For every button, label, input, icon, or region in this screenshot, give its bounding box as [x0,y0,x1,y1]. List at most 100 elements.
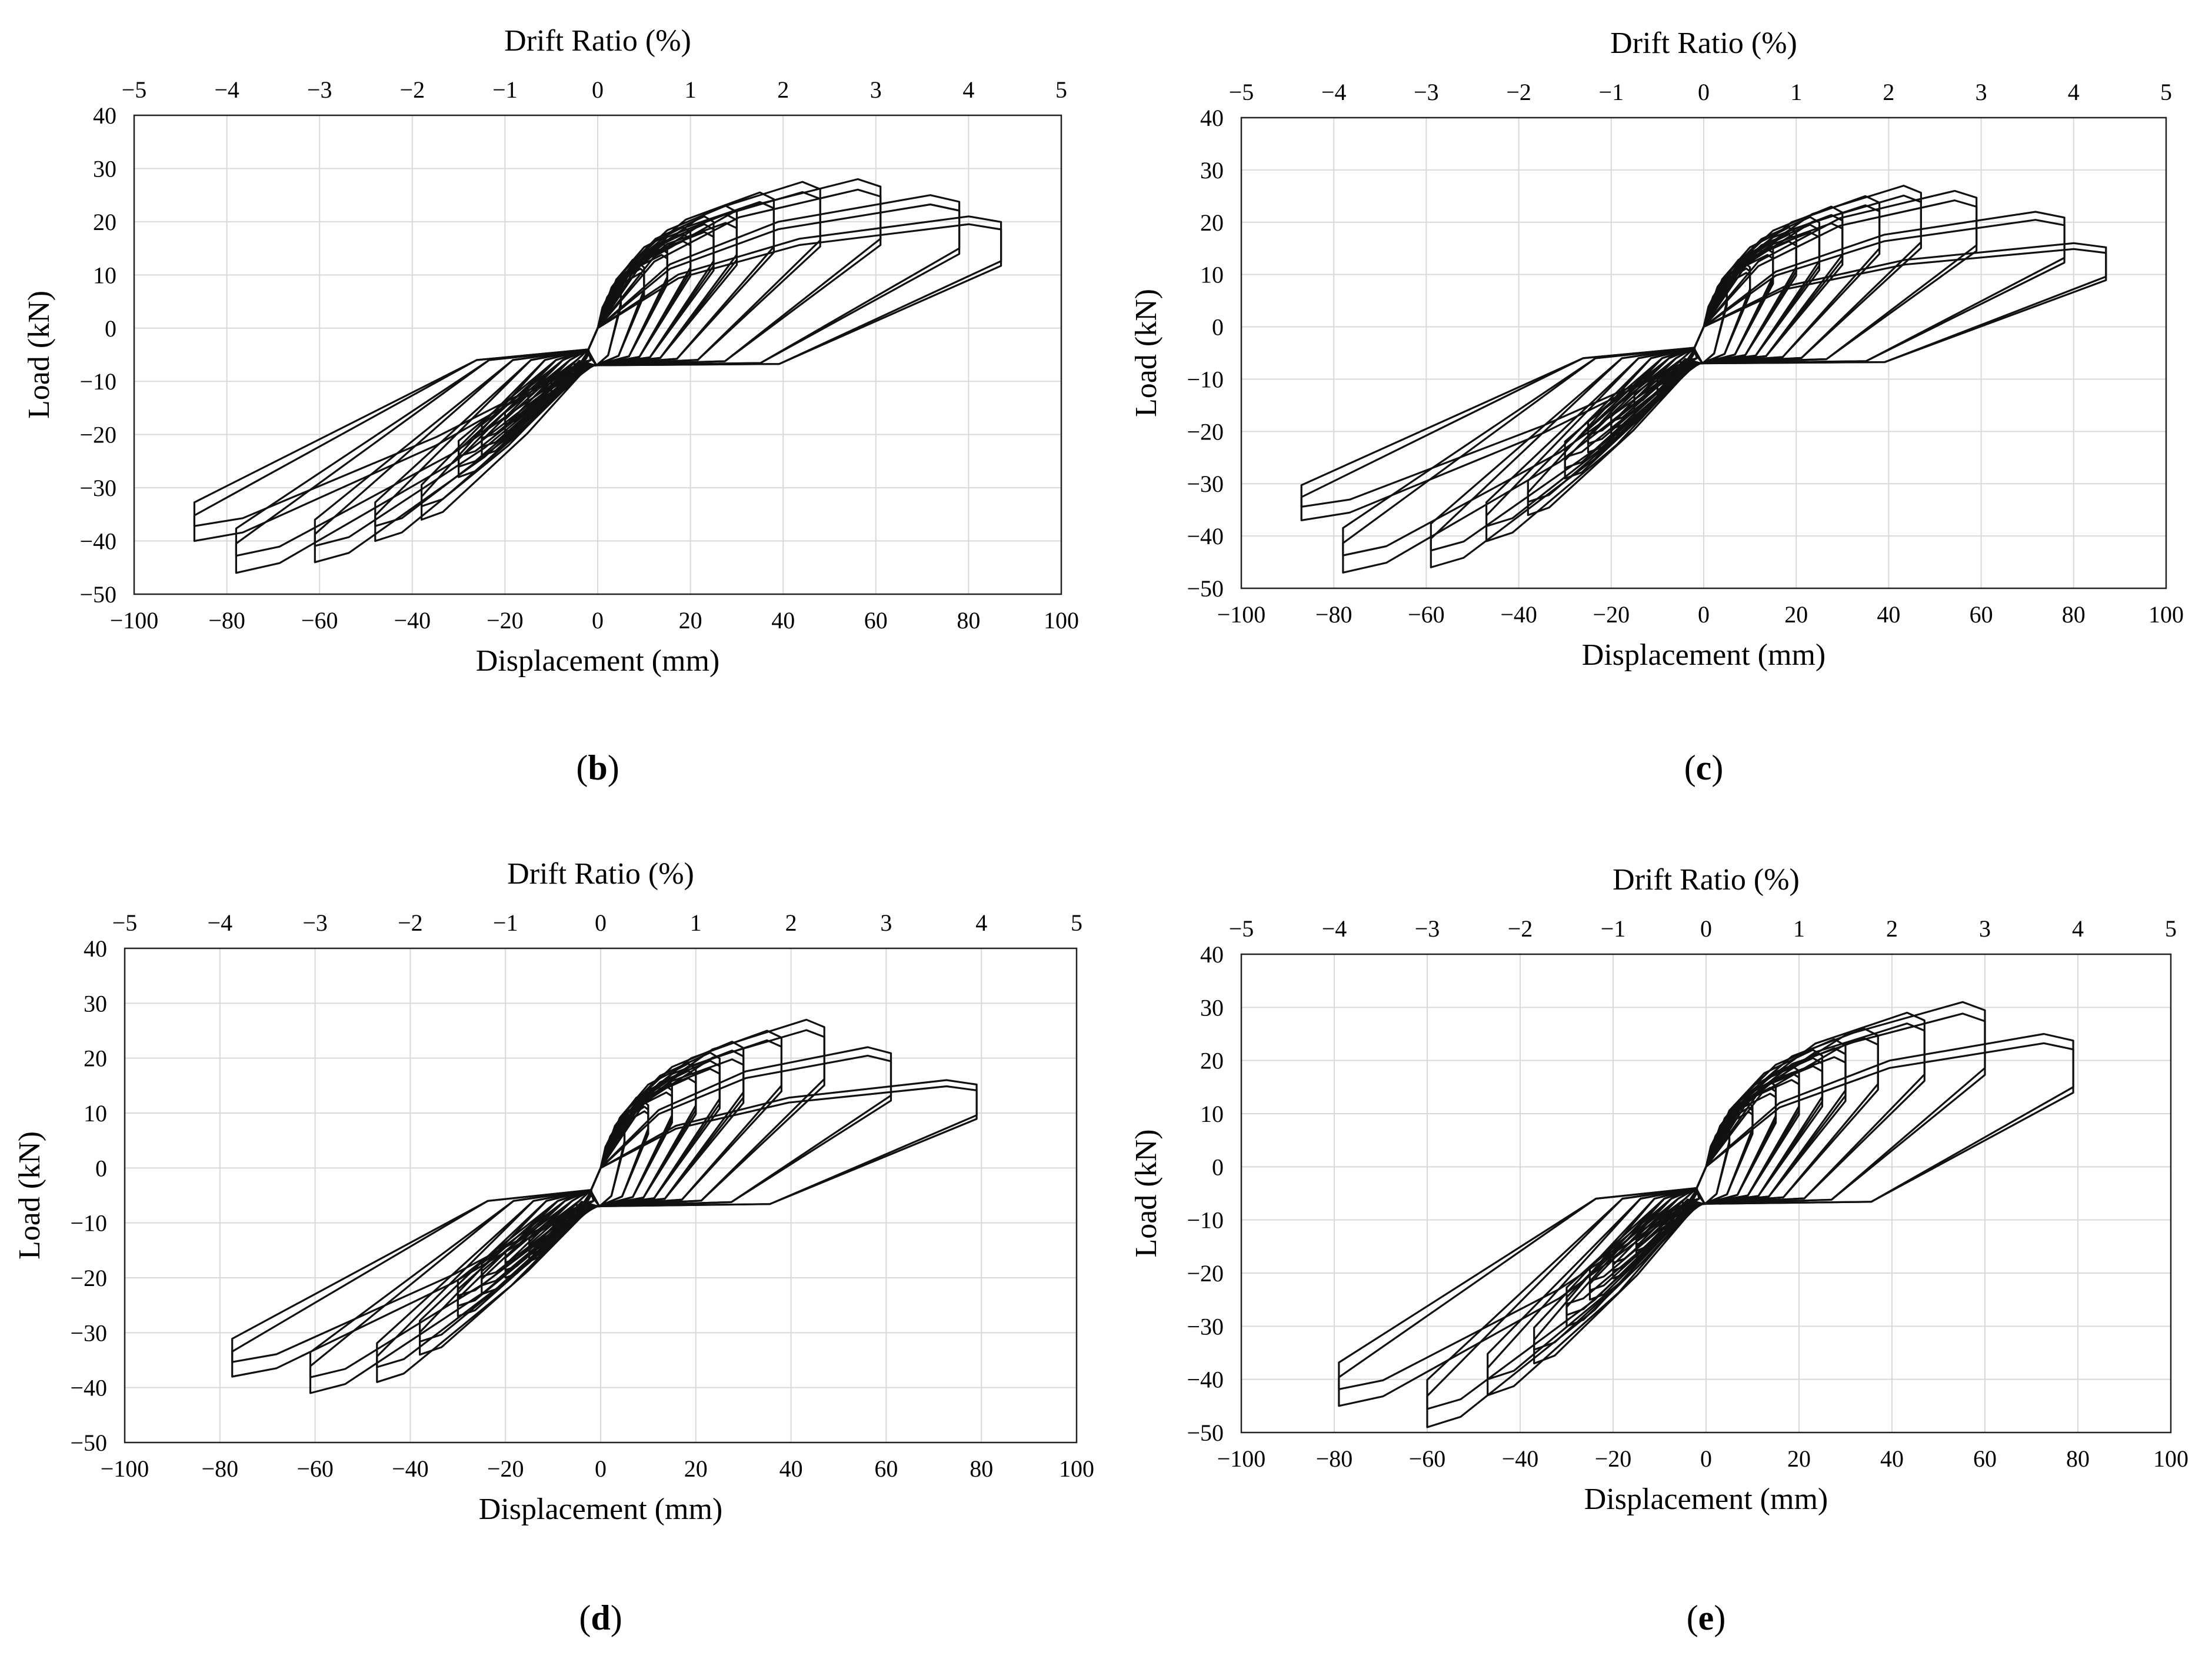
x-tick-label: 100 [1059,1455,1094,1482]
drift-tick-label: 3 [1976,79,1987,105]
x-tick-label: 100 [2148,601,2184,628]
panel-e-caption-open: ( [1687,1598,1698,1637]
x-tick-label: −80 [1315,601,1352,628]
drift-tick-label: −3 [1415,915,1440,942]
x-tick-label: 80 [957,607,980,634]
panel-b-caption-close: ) [608,748,619,787]
x-tick-label: −40 [1500,601,1537,628]
drift-tick-label: 5 [1055,76,1067,103]
panel-d-top-axis-title: Drift Ratio (%) [507,857,694,891]
x-tick-label: 60 [874,1455,898,1482]
y-tick-label: 0 [95,1155,107,1181]
drift-tick-label: −3 [307,76,332,103]
x-tick-label: 40 [1877,601,1900,628]
y-tick-label: −20 [79,422,116,448]
panel-b-x-tick-labels: −100 −80 −60 −40 −20 0 20 40 60 80 100 [110,607,1079,634]
drift-tick-label: 1 [690,910,702,936]
drift-tick-label: −2 [398,910,423,936]
panel-e-top-axis-title: Drift Ratio (%) [1613,863,1800,897]
x-tick-label: 0 [592,607,604,634]
y-tick-label: −30 [79,475,116,501]
panel-b: −100 −80 −60 −40 −20 0 20 40 60 80 100 403020100−1… [22,24,1079,787]
panel-b-caption: (b) [576,748,619,787]
panel-b-caption-letter: b [588,748,607,787]
x-tick-label: 60 [1970,601,1993,628]
drift-tick-label: 0 [592,76,604,103]
drift-tick-label: 2 [785,910,797,936]
panel-d-x-axis-title: Displacement (mm) [479,1493,722,1526]
x-tick-label: −40 [392,1455,429,1482]
hysteresis-loop [231,1085,978,1363]
panel-e-caption-close: ) [1714,1598,1725,1637]
x-tick-label: 20 [1784,601,1808,628]
x-tick-label: 20 [1787,1445,1811,1472]
x-tick-label: 20 [679,607,702,634]
drift-tick-label: −1 [493,910,518,936]
y-tick-label: 10 [1200,262,1224,288]
panel-b-plot-frame [133,114,1062,595]
y-tick-label: −40 [79,528,116,555]
panel-b-x-axis-title: Displacement (mm) [476,644,719,678]
panel-d-caption: (d) [579,1598,622,1637]
y-tick-label: −30 [70,1320,107,1346]
drift-tick-label: −5 [112,910,138,936]
panel-c-hysteresis-loops [1300,185,2107,574]
y-tick-label: 10 [93,262,116,288]
panel-c-x-axis-title: Displacement (mm) [1582,638,1825,672]
y-tick-label: 0 [105,315,116,342]
x-tick-label: 100 [1044,607,1079,634]
x-tick-label: −60 [1409,1445,1446,1472]
panel-c: −100 −80 −60 −40 −20 0 20 40 60 80 100 403020100−1… [1130,26,2184,787]
x-tick-label: −80 [1316,1445,1353,1472]
y-tick-label: −30 [1187,1313,1224,1340]
drift-tick-label: 0 [1698,79,1710,105]
panel-e-x-axis-title: Displacement (mm) [1584,1483,1828,1516]
x-tick-label: −20 [1593,601,1630,628]
x-tick-label: 80 [2066,1445,2090,1472]
drift-tick-label: −4 [1322,915,1347,942]
x-tick-label: 100 [2153,1445,2188,1472]
x-tick-label: 80 [970,1455,993,1482]
y-tick-label: 20 [1200,1048,1224,1074]
y-tick-label: 20 [1200,209,1224,236]
drift-tick-label: 5 [2160,79,2172,105]
y-tick-label: 10 [1200,1101,1224,1127]
panel-e-y-axis-title: Load (kN) [1130,1129,1163,1257]
panel-c-caption-open: ( [1684,748,1696,787]
y-tick-label: −40 [1187,523,1224,549]
drift-tick-label: −3 [302,910,328,936]
x-tick-label: 60 [864,607,888,634]
y-tick-label: −20 [70,1265,107,1291]
drift-tick-label: −1 [1599,79,1624,105]
panel-c-plot-frame [1240,116,2167,589]
panel-b-caption-open: ( [576,748,588,787]
panel-e-caption: (e) [1687,1598,1726,1637]
y-tick-label: −50 [79,581,116,608]
x-tick-label: −100 [101,1455,149,1482]
drift-tick-label: 4 [975,910,987,936]
x-tick-label: −80 [202,1455,239,1482]
x-tick-label: 40 [779,1455,803,1482]
drift-tick-label: −5 [1229,79,1254,105]
drift-tick-label: 2 [1883,79,1894,105]
drift-tick-label: 5 [2165,915,2177,942]
x-tick-label: 20 [684,1455,708,1482]
y-tick-label: 30 [1200,994,1224,1021]
y-tick-label: 40 [93,102,116,129]
panel-e-drift-tick-labels: −5 −4 −3 −2 −1 0 1 2 3 4 5 [1229,915,2177,942]
y-tick-label: 30 [93,155,116,182]
panel-b-y-tick-labels: 40 30 20 10 0 −10 −20 −30 −40 −50 [79,102,116,608]
hysteresis-loop [1338,1042,2074,1390]
panel-d-x-tick-labels: −100 −80 −60 −40 −20 0 20 40 60 80 100 [101,1455,1094,1482]
panel-c-top-axis-title: Drift Ratio (%) [1610,26,1797,60]
drift-tick-label: 1 [1793,915,1805,942]
y-tick-label: 30 [1200,157,1224,184]
panel-d-plot-frame [124,947,1078,1444]
y-tick-label: −20 [1187,418,1224,445]
drift-tick-label: −2 [400,76,425,103]
y-tick-label: 30 [84,990,107,1017]
drift-tick-label: 3 [880,910,892,936]
y-tick-label: −10 [79,368,116,395]
y-tick-label: 40 [84,935,107,962]
